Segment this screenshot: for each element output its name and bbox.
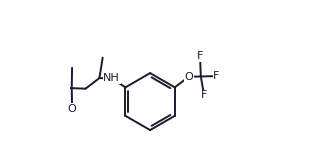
- Text: F: F: [197, 51, 203, 61]
- Text: F: F: [213, 71, 219, 81]
- Text: NH: NH: [103, 73, 120, 83]
- Text: O: O: [184, 72, 193, 82]
- Text: O: O: [68, 104, 77, 114]
- Text: F: F: [201, 90, 207, 100]
